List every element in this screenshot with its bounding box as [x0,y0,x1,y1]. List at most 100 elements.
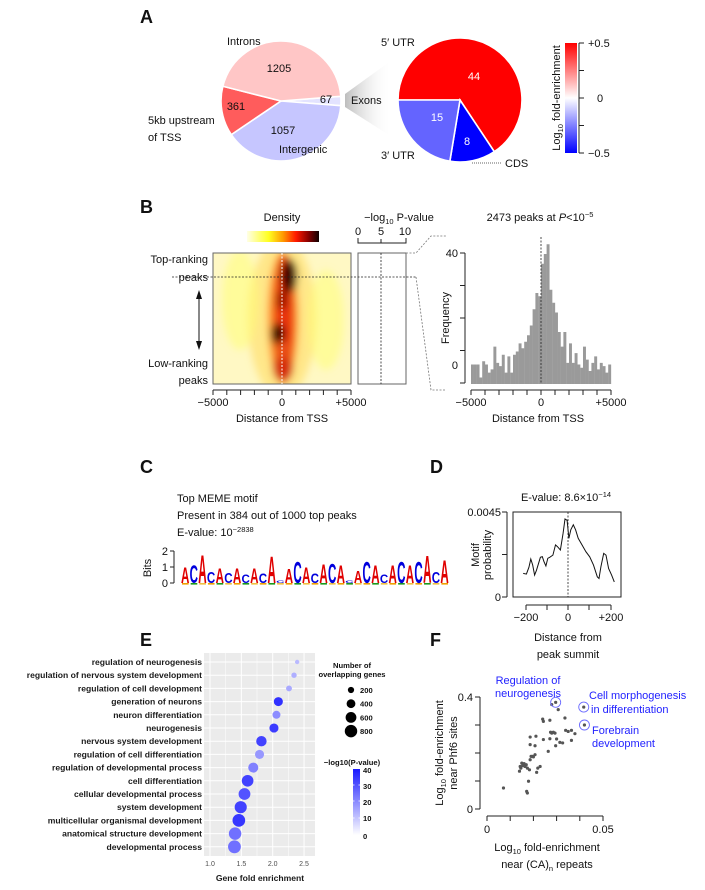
pie-label-cds: CDS [505,158,528,170]
histogram-ytick-0: 0 [452,360,458,372]
logo-letter: A [285,565,293,588]
histogram-bar [588,371,592,384]
scatter-xlabel-line1: Log10 fold-enrichment [494,842,600,856]
histogram-title: 2473 peaks at P<10−5 [487,210,594,224]
pie-value-exons: 67 [320,94,332,106]
histogram-bar [490,369,494,384]
logo-letter: A [319,560,327,590]
logo-minor-base [363,583,371,585]
histogram-bar [549,289,553,384]
heatmap-xlabel: Distance from TSS [236,413,328,425]
colorbar-title: Log10 fold-enrichment [551,45,565,151]
logo-letter: A [406,563,414,590]
logo-minor-base [372,583,379,585]
scatter-point [527,768,532,772]
scatter-point [573,732,577,736]
histogram-bar [555,312,558,384]
go-xtick-1-5: 1.5 [237,861,247,868]
pie-slice [221,40,342,102]
histogram-y-axis [460,252,466,384]
logo-minor-base [303,583,310,585]
scatter-point [525,791,529,795]
logo-minor-base [242,583,250,585]
logo-letter: C [363,555,371,589]
histogram-bar [535,293,539,384]
logo-letter: C [432,568,440,586]
panel-label-a: A [140,7,153,27]
scatter-point [533,753,537,757]
motif-position-ytick-0: 0 [495,592,501,604]
logo-letter: A [233,563,241,588]
exon-zoom-cone [345,60,392,137]
pie-label-upstream-line1: 5kb upstream [148,115,215,127]
logo-minor-base [389,583,397,585]
go-term-label: nervous system development [81,736,202,746]
motif-position-xlabel-line1: Distance from [534,632,602,644]
motif-title: Top MEME motif [177,493,259,505]
pie-chart-exon-subregions [397,37,523,163]
highlight-ring [578,701,590,713]
go-term-label: regulation of neurogenesis [92,657,203,667]
size-legend-title-line2: overlapping genes [318,670,385,679]
go-term-dot [238,788,251,800]
motif-ytick-0: 0 [162,578,168,590]
pie-label-exons: Exons [351,95,382,107]
go-xtick-1-0: 1.0 [205,861,215,868]
motif-position-ylabel-line2: probability [482,529,494,580]
histogram-bar [585,359,589,384]
go-term-dot [248,762,259,773]
logo-minor-base [354,583,362,585]
scatter-ytick-0: 0 [467,804,473,816]
scatter-point [517,769,522,773]
logo-minor-base [320,583,327,585]
histogram-bar [560,346,564,384]
scatter-point [541,737,545,742]
color-legend-gradient [353,769,360,835]
histogram-bar [571,362,575,384]
logo-minor-base [346,583,353,585]
motif-evalue: E-value: 10−2838 [177,525,254,539]
histogram-bar [499,366,502,384]
motif-position-xtick-zero: 0 [565,612,571,624]
motif-probability-curve [523,518,615,583]
annotation-regulation-of-neurogenesis-line1: Regulation of [496,675,562,687]
logo-letter: C [328,558,336,589]
color-legend-tick-20: 20 [363,798,371,807]
logo-minor-base [216,583,224,585]
go-term-label: regulation of cell development [78,683,202,693]
histogram-bar [543,254,547,384]
colorbar-tick-min: −0.5 [588,148,610,160]
scatter-point [528,758,532,762]
annotation-cell-morphogenesis-line1: Cell morphogenesis [589,690,687,702]
histogram-bar [479,377,483,384]
highlight-ring [550,696,562,708]
go-term-label: system development [117,802,202,812]
pvalue-axis-title: −log10 P-value [364,212,434,226]
logo-letter: A [181,563,189,588]
pie-value-intergenic: 1057 [271,125,295,137]
histogram-bar [602,366,606,384]
go-term-dot [256,735,267,747]
logo-letter: A [267,549,275,591]
pie-slice [230,100,342,162]
motif-position-y-axis [502,511,508,598]
size-legend-dot [347,686,355,694]
logo-letter: C [224,570,233,586]
tss-distance-histogram [471,244,612,384]
histogram-bar [471,364,474,384]
scatter-point [566,729,570,734]
motif-subtitle: Present in 384 out of 1000 top peaks [177,510,357,522]
colorbar-axis [578,42,584,154]
histogram-bar [473,364,477,384]
logo-minor-base [415,583,423,585]
scatter-point [528,735,532,739]
go-term-label: cell differentiation [128,776,202,786]
histogram-bar [529,325,533,384]
scatter-point [569,728,574,732]
color-legend-tick-0: 0 [363,832,367,841]
annotation-cell-morphogenesis-line2: in differentiation [591,704,668,716]
logo-letter: C [242,572,251,586]
go-xtick-2-5: 2.5 [299,861,309,868]
logo-minor-base [199,583,206,585]
logo-letter: A [302,563,310,588]
